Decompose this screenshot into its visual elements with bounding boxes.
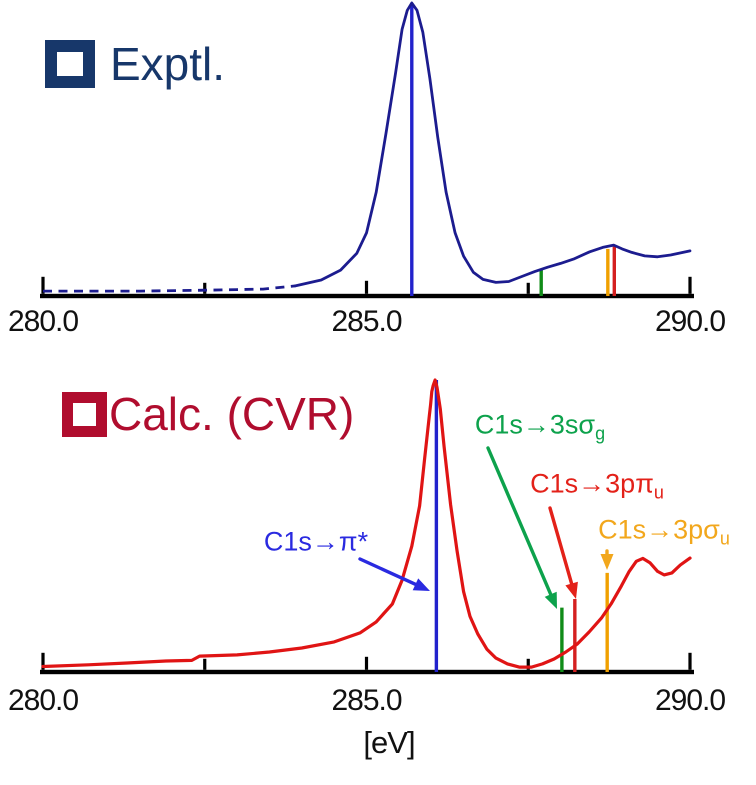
- tick-label-290.0: 290.0: [654, 684, 726, 717]
- 3p-sigma-u-arrowhead-icon: [600, 554, 614, 570]
- x-tick-0: [203, 282, 207, 294]
- pi-star-arrow-line: [358, 557, 418, 587]
- x-tick-1: [364, 656, 369, 670]
- x-axis-1: [40, 669, 694, 675]
- x-tick-0: [688, 276, 692, 294]
- 3s-sigma-g-arrowhead-icon: [544, 591, 557, 609]
- x-tick-0: [41, 276, 45, 294]
- x-tick-1: [526, 658, 530, 670]
- x-axis-unit-label: [eV]: [363, 725, 415, 760]
- annotation-label-3p-sigma-u: C1s→3pσu: [598, 514, 730, 549]
- x-tick-0: [364, 280, 369, 294]
- x-tick-1: [41, 652, 45, 670]
- legend-label-calc: Calc. (CVR): [109, 388, 355, 440]
- legend-label-exptl: Exptl.: [110, 38, 226, 90]
- legend-exptl: Exptl.: [45, 40, 225, 88]
- annotation-label-3p-pi-u: C1s→3pπu: [530, 468, 664, 503]
- x-tick-0: [526, 282, 530, 294]
- 3s-sigma-g-arrow-line: [486, 446, 553, 596]
- tick-label-290.0: 290.0: [654, 305, 726, 338]
- tick-label-280.0: 280.0: [7, 684, 79, 717]
- exptl-spectrum-baseline-dashed: [43, 284, 296, 293]
- pi-star-arrowhead-icon: [412, 578, 430, 591]
- calc-cvr-spectrum-curve: [41, 378, 692, 669]
- 3p-pi-u-arrowhead-icon: [565, 581, 578, 599]
- legend-calc-cvr: Calc. (CVR): [62, 391, 354, 437]
- legend-square-icon-exptl: [45, 40, 95, 88]
- 3p-pi-u-arrow-line: [548, 506, 574, 586]
- legend-square-icon-calc: [62, 391, 107, 437]
- tick-label-285.0: 285.0: [331, 684, 402, 717]
- x-tick-1: [688, 652, 692, 670]
- annotation-label-pi-star: C1s→π*: [263, 526, 369, 557]
- tick-label-280.0: 280.0: [7, 305, 79, 338]
- exptl-spectrum-curve: [293, 1, 692, 288]
- annotation-label-3s-sigma-g: C1s→3sσg: [474, 409, 606, 444]
- tick-label-285.0: 285.0: [331, 305, 402, 338]
- x-tick-1: [203, 658, 207, 670]
- x-axis-0: [40, 293, 694, 299]
